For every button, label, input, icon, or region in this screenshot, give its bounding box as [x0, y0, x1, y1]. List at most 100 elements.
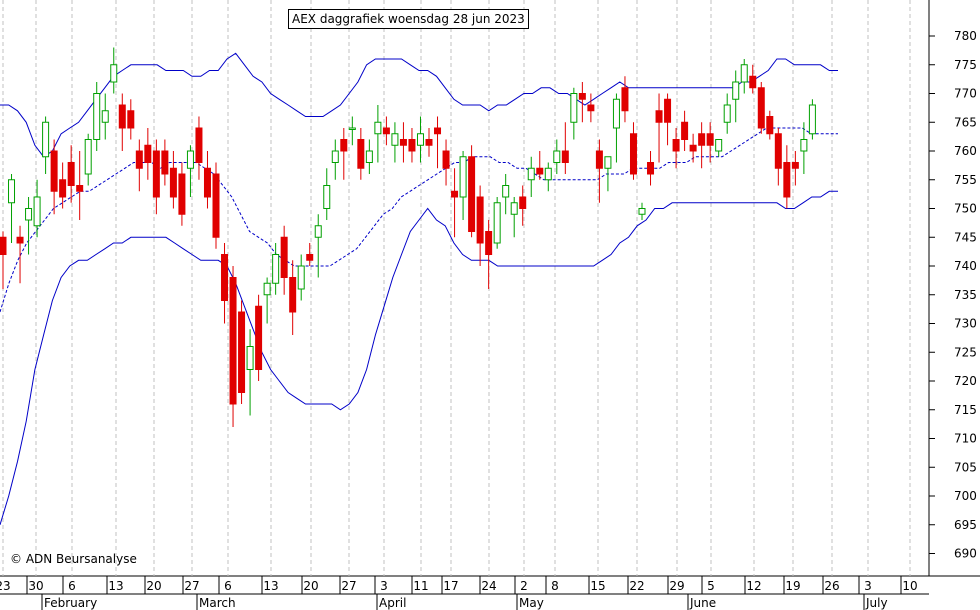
- candle-body: [110, 64, 118, 83]
- candle: [578, 82, 586, 123]
- candle: [67, 145, 75, 203]
- candle-body: [502, 185, 510, 198]
- candle: [544, 162, 552, 192]
- candle-body: [178, 173, 186, 215]
- x-tick-label: 23: [0, 579, 11, 593]
- x-tick-label: 29: [669, 579, 684, 593]
- candle: [314, 214, 322, 278]
- candle: [553, 139, 561, 174]
- candle: [382, 116, 390, 146]
- candle-body: [442, 150, 450, 169]
- candle-body: [689, 144, 697, 152]
- candle: [493, 197, 501, 249]
- candle-body: [67, 162, 75, 186]
- x-tick-label: 20: [146, 579, 161, 593]
- candle: [791, 151, 799, 186]
- candle-body: [365, 150, 373, 163]
- candle-body: [33, 196, 41, 227]
- candle: [340, 128, 348, 180]
- candle-body: [272, 254, 280, 284]
- candle-body: [221, 254, 229, 301]
- candle-body: [638, 208, 646, 215]
- y-tick-label: 695: [954, 518, 977, 532]
- candle: [468, 145, 476, 238]
- candle: [169, 151, 177, 209]
- candle: [144, 128, 152, 180]
- candle: [561, 122, 569, 174]
- candle-body: [374, 121, 382, 135]
- y-tick-label: 765: [954, 115, 977, 129]
- x-tick-label: 8: [551, 579, 559, 593]
- candle: [425, 128, 433, 157]
- candle: [42, 116, 50, 174]
- candle: [93, 82, 101, 151]
- candle: [416, 116, 424, 163]
- candle-body: [323, 185, 331, 209]
- candle-body: [246, 346, 254, 370]
- candle-body: [127, 110, 135, 129]
- candle: [706, 122, 714, 163]
- candle: [25, 197, 33, 255]
- y-tick-label: 705: [954, 460, 977, 474]
- candle-body: [195, 127, 203, 163]
- candle-body: [314, 225, 322, 238]
- candle: [689, 133, 697, 163]
- candle-body: [510, 202, 518, 215]
- candle-body: [357, 139, 365, 169]
- candle-body: [612, 98, 620, 129]
- candle-body: [766, 116, 774, 135]
- candle-body: [93, 93, 101, 140]
- candle-body: [519, 196, 527, 209]
- candle-body: [595, 150, 603, 169]
- candle-body: [25, 208, 33, 221]
- candle: [451, 168, 459, 238]
- candle-body: [740, 64, 748, 83]
- candle-body: [706, 133, 714, 146]
- candle: [229, 266, 237, 427]
- candle-body: [229, 277, 237, 405]
- candle-body: [255, 305, 263, 370]
- candle-body: [459, 156, 467, 198]
- candle: [783, 145, 791, 209]
- x-tick-label: 24: [481, 579, 496, 593]
- candle: [681, 110, 689, 151]
- x-tick-label: 19: [785, 579, 800, 593]
- candle: [297, 254, 305, 301]
- x-tick-label: 30: [28, 579, 43, 593]
- candle: [749, 64, 757, 94]
- candle: [76, 151, 84, 220]
- candle: [59, 162, 67, 209]
- candle: [84, 133, 92, 186]
- y-tick-label: 710: [954, 432, 977, 446]
- candle-body: [536, 167, 544, 175]
- candle: [732, 70, 740, 123]
- upper-band: [0, 52, 838, 158]
- candle: [638, 202, 646, 220]
- y-tick-label: 720: [954, 374, 977, 388]
- month-label: April: [379, 596, 406, 610]
- candle: [272, 243, 280, 295]
- candle-body: [59, 179, 67, 198]
- candle-body: [476, 196, 484, 244]
- candle: [161, 139, 169, 186]
- candle-body: [587, 104, 595, 112]
- candle-body: [238, 311, 246, 393]
- month-label: March: [199, 596, 236, 610]
- candle-body: [408, 139, 416, 152]
- candle-body: [144, 144, 152, 163]
- candle: [774, 128, 782, 186]
- candle-body: [485, 231, 493, 255]
- x-tick-label: 10: [902, 579, 917, 593]
- candle: [800, 122, 808, 174]
- candle-body: [468, 156, 476, 232]
- y-tick-label: 780: [954, 29, 977, 43]
- candle-body: [604, 156, 612, 169]
- candle: [135, 139, 143, 192]
- x-tick-label: 17: [443, 579, 458, 593]
- candle: [331, 139, 339, 180]
- y-axis: 690 695 700 705 710 715 720 725 730 735 740 745 750 7…: [929, 29, 977, 561]
- y-tick-label: 735: [954, 288, 977, 302]
- candle-body: [8, 179, 16, 204]
- candle: [238, 300, 246, 404]
